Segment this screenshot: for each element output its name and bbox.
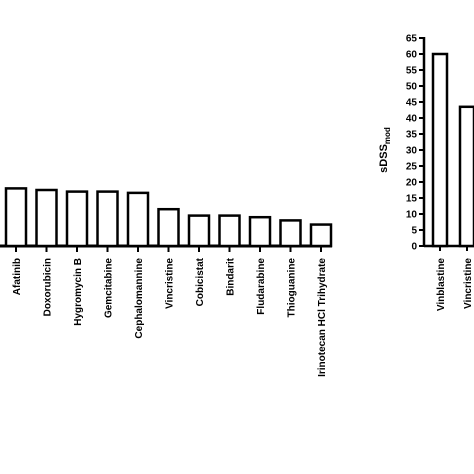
bar-cobicistat bbox=[187, 214, 211, 248]
y-tick-label: 45 bbox=[406, 98, 418, 109]
y-tick-label: 15 bbox=[406, 194, 418, 205]
category-label: Bindarit bbox=[226, 257, 237, 295]
y-tick-label: 40 bbox=[406, 114, 418, 125]
bar-vincristine bbox=[157, 207, 180, 248]
bar-gemcitabine bbox=[96, 190, 119, 248]
bar-thioguanine bbox=[279, 219, 302, 248]
y-tick-label: 50 bbox=[406, 82, 418, 93]
category-label: Cephalomannine bbox=[134, 258, 145, 339]
category-label: Vincristine bbox=[463, 258, 474, 309]
y-tick-label: 20 bbox=[406, 178, 418, 189]
right-y-axis-title: sDSSmod bbox=[378, 127, 392, 173]
bar-irinotecan-hcl-trihydrate bbox=[309, 223, 333, 248]
y-tick-label: 65 bbox=[406, 34, 418, 45]
right-bar-chart: sDSSmod 0 5 10 15 20 25 30 35 40 45 50 55 60 65 Vinbla… bbox=[378, 34, 474, 312]
category-label: Hygromycin B bbox=[73, 258, 84, 326]
y-tick-label: 35 bbox=[406, 130, 418, 141]
bar-vinblastine bbox=[431, 52, 449, 248]
y-tick-label: 55 bbox=[406, 66, 418, 77]
y-tick-label: 60 bbox=[406, 50, 418, 61]
category-label: Doxorubicin bbox=[43, 258, 54, 316]
category-label: Gemcitabine bbox=[104, 258, 115, 318]
category-label: Vinblastine bbox=[436, 258, 447, 312]
bar-vincristine bbox=[458, 105, 474, 248]
category-label: Thioguanine bbox=[287, 258, 298, 318]
bar-cephalomannine bbox=[126, 191, 150, 248]
y-tick-label: 0 bbox=[411, 242, 417, 253]
y-tick-label: 10 bbox=[406, 210, 418, 221]
bar-hygromycin-b bbox=[65, 190, 89, 248]
category-label: Fludarabine bbox=[256, 258, 267, 315]
category-label: Afatinib bbox=[12, 258, 23, 295]
y-tick-label: 30 bbox=[406, 146, 418, 157]
category-label: Vincristine bbox=[165, 258, 176, 309]
bar-afatinib bbox=[4, 187, 28, 248]
category-label: Irinotecan HCl Trihydrate bbox=[317, 258, 328, 377]
y-tick-label: 5 bbox=[411, 226, 417, 237]
bar-doxorubicin bbox=[35, 188, 58, 248]
left-bar-chart: Afatinib Doxorubicin Hygromycin B Gemcitabi… bbox=[0, 187, 333, 377]
category-label: Cobicistat bbox=[195, 257, 206, 306]
y-tick-label: 25 bbox=[406, 162, 418, 173]
bar-fludarabine bbox=[248, 215, 272, 248]
bar-bindarit bbox=[218, 214, 241, 248]
